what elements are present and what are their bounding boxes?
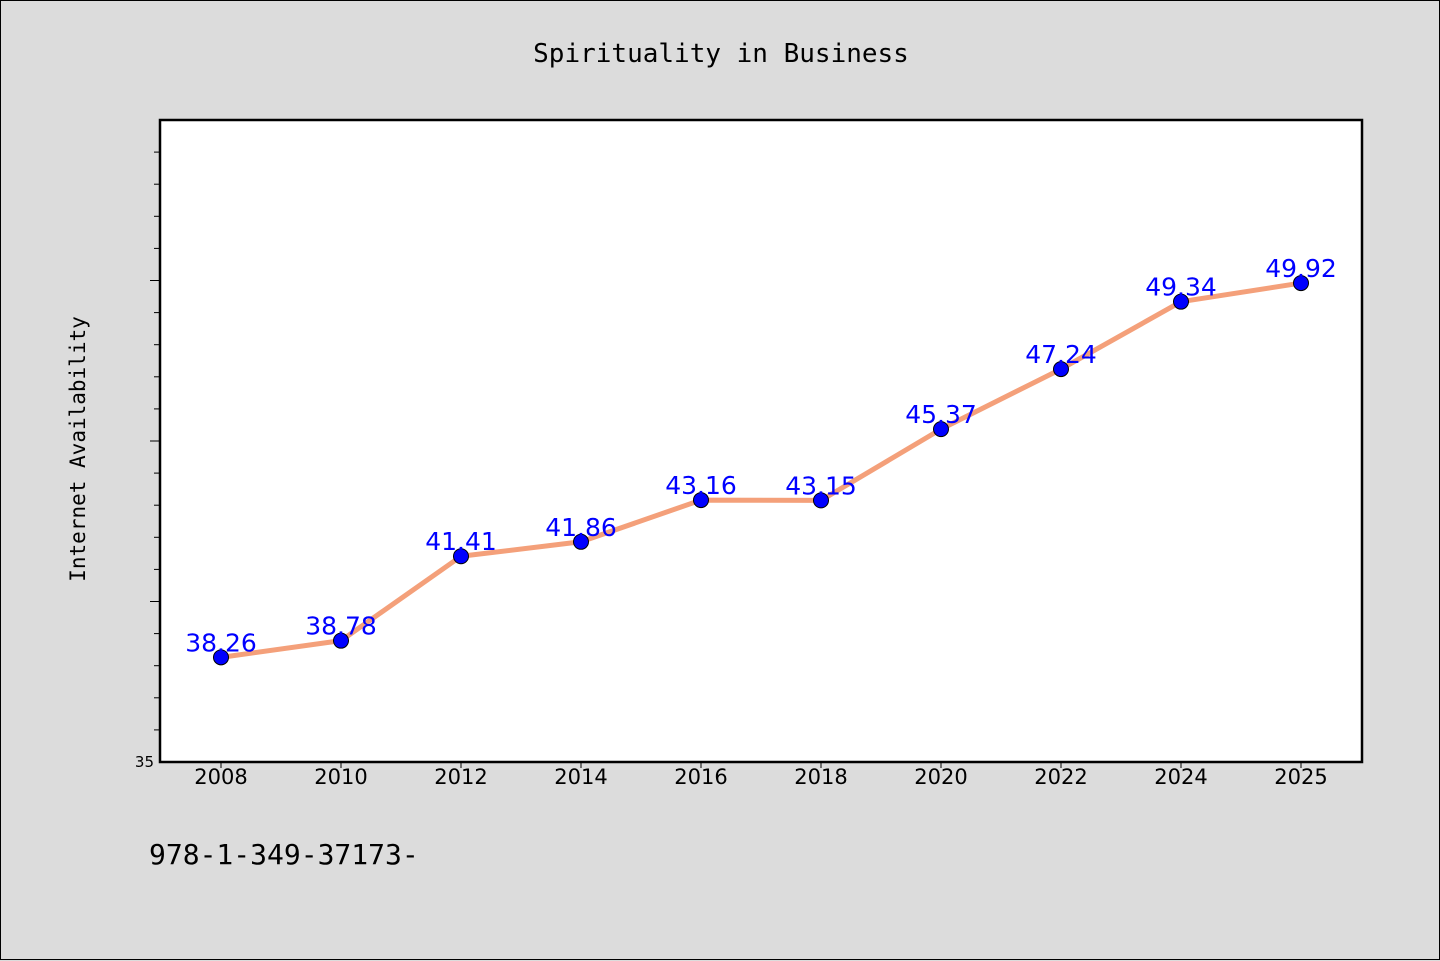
data-label: 38.78 <box>305 612 377 641</box>
series-line <box>218 280 1304 660</box>
series-lines <box>218 280 1304 660</box>
x-tick-label: 2010 <box>314 765 367 789</box>
x-tick-label: 2018 <box>794 765 847 789</box>
data-label: 49.92 <box>1265 254 1337 283</box>
x-tick-label: 2025 <box>1274 765 1327 789</box>
chart-title: Spirituality in Business <box>533 39 909 69</box>
data-point <box>813 492 829 509</box>
x-tick-label: 2016 <box>674 765 727 789</box>
data-label: 45.37 <box>905 400 977 429</box>
x-tick-label: 2008 <box>194 765 247 789</box>
series-data-labels: 38.26 38.78 41.41 41.86 43.16 43.15 45.37 47.24… <box>185 254 1337 657</box>
series-markers <box>213 275 1309 666</box>
y-axis-ticks: 35 <box>135 151 160 771</box>
data-label: 41.41 <box>425 527 497 556</box>
x-tick-label: 2014 <box>554 765 607 789</box>
y-axis-label: Internet Availability <box>66 316 90 582</box>
data-point <box>1293 275 1309 292</box>
data-point <box>213 649 229 666</box>
data-label: 49.34 <box>1145 273 1217 302</box>
data-point <box>1053 361 1069 378</box>
data-label: 38.26 <box>185 628 257 657</box>
x-tick-label: 2012 <box>434 765 487 789</box>
data-point <box>933 421 949 438</box>
data-point <box>573 533 589 550</box>
data-point <box>453 548 469 565</box>
x-tick-label: 2020 <box>914 765 967 789</box>
data-point <box>1173 293 1189 310</box>
x-tick-label: 2024 <box>1154 765 1207 789</box>
data-label: 47.24 <box>1025 340 1097 369</box>
y-tick-label: 35 <box>135 753 154 771</box>
x-tick-label: 2022 <box>1034 765 1087 789</box>
data-label: 41.86 <box>545 513 617 542</box>
data-label: 43.15 <box>785 471 857 500</box>
data-label: 43.16 <box>665 471 737 500</box>
x-axis-ticks: 2008 2010 2012 2014 2016 2018 2020 2022 2024 2025 <box>194 762 1328 789</box>
data-point <box>693 492 709 509</box>
footer-text: 978-1-349-37173- <box>149 838 419 871</box>
data-point <box>333 632 349 649</box>
plot-area <box>158 118 1364 764</box>
